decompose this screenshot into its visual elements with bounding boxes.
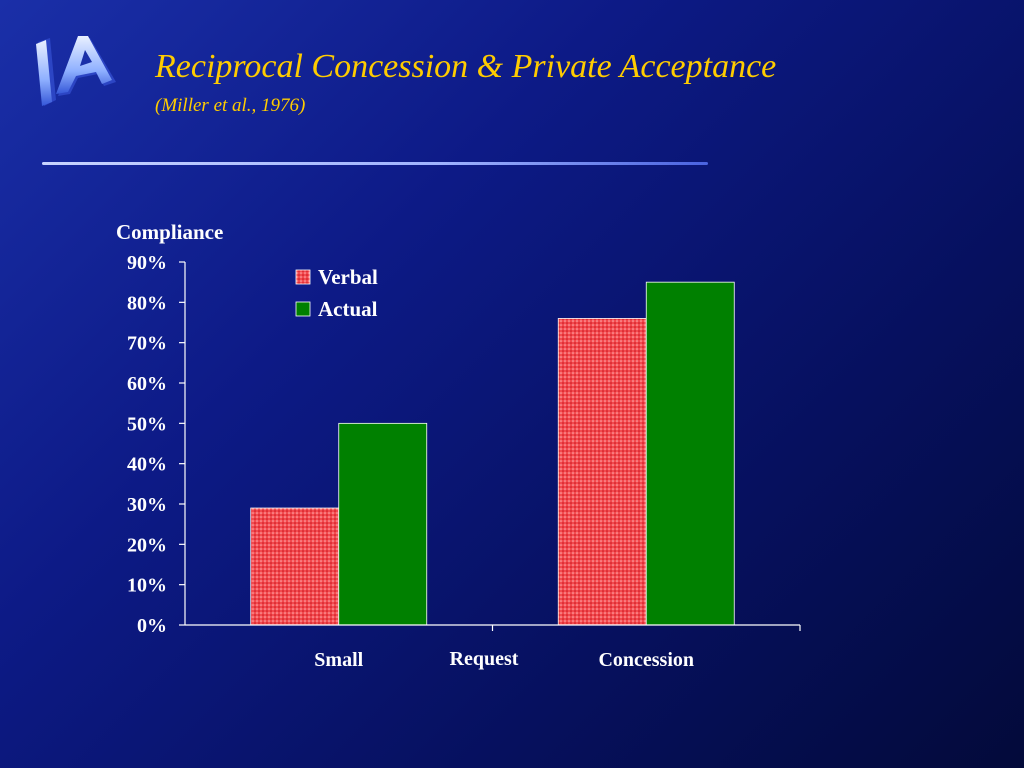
bar-verbal-concession bbox=[557, 318, 647, 626]
ia-logo bbox=[36, 36, 116, 106]
slide-title: Reciprocal Concession & Private Acceptan… bbox=[155, 48, 777, 85]
y-tick-label: 50% bbox=[127, 413, 167, 435]
y-tick-label: 70% bbox=[127, 333, 167, 355]
y-tick-label: 90% bbox=[127, 252, 167, 274]
y-axis-title: Compliance bbox=[116, 220, 223, 244]
legend-swatch-verbal bbox=[295, 269, 311, 285]
category-label: Small bbox=[314, 649, 363, 671]
legend-swatch-actual bbox=[295, 301, 311, 317]
category-label: Concession bbox=[598, 649, 694, 671]
y-tick-label: 20% bbox=[127, 534, 167, 556]
y-tick-label: 30% bbox=[127, 494, 167, 516]
y-tick-label: 60% bbox=[127, 373, 167, 395]
bar-actual-small bbox=[338, 422, 428, 626]
title-divider bbox=[42, 162, 708, 165]
bar-verbal-small bbox=[250, 507, 340, 626]
y-tick-label: 40% bbox=[127, 454, 167, 476]
y-axis-ticks: 0% 10% 20% 30% 40% 50% 60% 70% 80% 90% bbox=[127, 252, 185, 637]
slide-subtitle: (Miller et al., 1976) bbox=[155, 95, 306, 116]
category-labels: Small Concession bbox=[314, 649, 694, 671]
axes-group bbox=[184, 262, 801, 631]
bars-group bbox=[250, 281, 735, 626]
bar-actual-concession bbox=[645, 281, 735, 626]
y-tick-label: 80% bbox=[127, 292, 167, 314]
y-tick-label: 10% bbox=[127, 575, 167, 597]
legend-label-actual: Actual bbox=[318, 297, 378, 321]
legend-label-verbal: Verbal bbox=[318, 265, 378, 289]
legend: Verbal Actual bbox=[295, 265, 378, 321]
y-tick-label: 0% bbox=[137, 615, 167, 637]
x-axis-title: Request bbox=[450, 648, 519, 670]
